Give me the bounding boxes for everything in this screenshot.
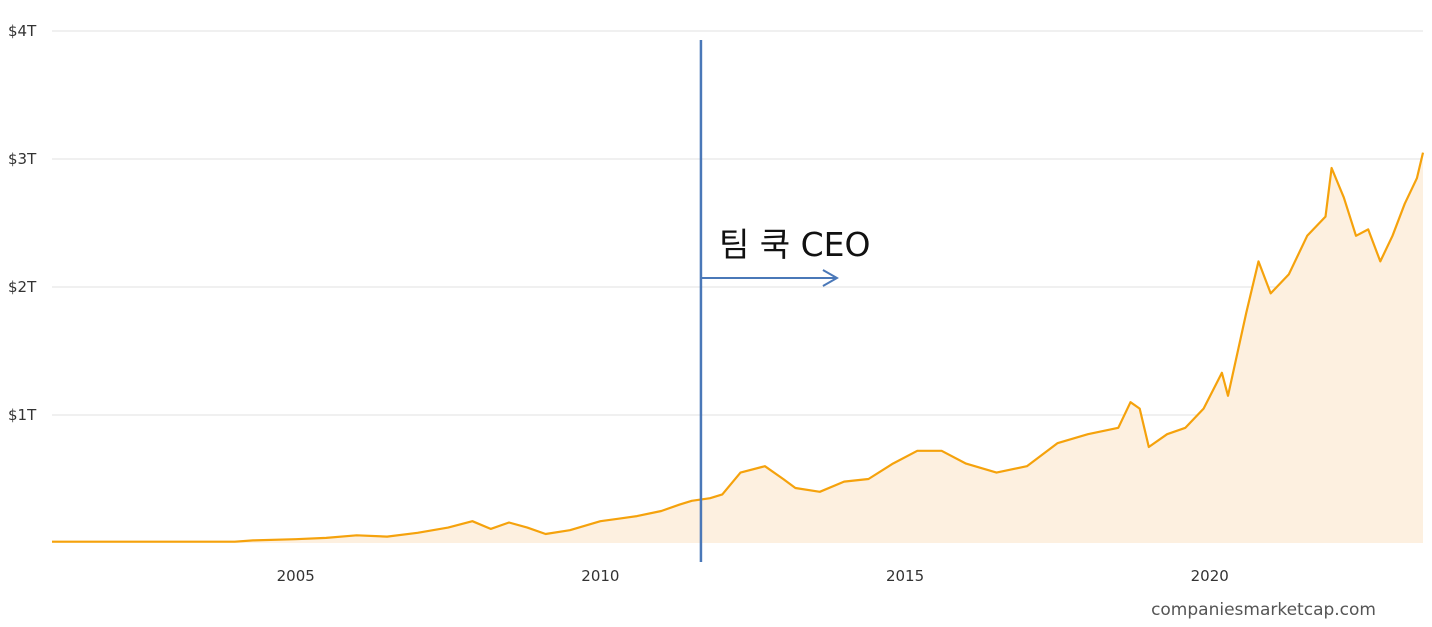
market-cap-line: [52, 152, 1425, 543]
x-tick-label: 2020: [1191, 567, 1229, 585]
arrow-head-icon: [822, 269, 839, 287]
x-tick-label: 2010: [581, 567, 619, 585]
y-tick-label: $1T: [8, 406, 37, 424]
ceo-annotation-label: 팀 쿡 CEO: [719, 225, 871, 264]
market-cap-area: [52, 152, 1423, 543]
x-tick-label: 2005: [277, 567, 315, 585]
y-tick-label: $4T: [8, 22, 37, 40]
ceo-annotation: 팀 쿡 CEO: [699, 40, 871, 562]
y-tick-label: $2T: [8, 278, 37, 296]
source-credit: companiesmarketcap.com: [1151, 600, 1376, 620]
y-axis-ticks: $1T $2T $3T $4T: [8, 22, 37, 424]
y-tick-label: $3T: [8, 150, 37, 168]
x-axis-ticks: 2005 2010 2015 2020: [277, 567, 1229, 585]
x-tick-label: 2015: [886, 567, 924, 585]
grid-lines: [52, 30, 1423, 416]
